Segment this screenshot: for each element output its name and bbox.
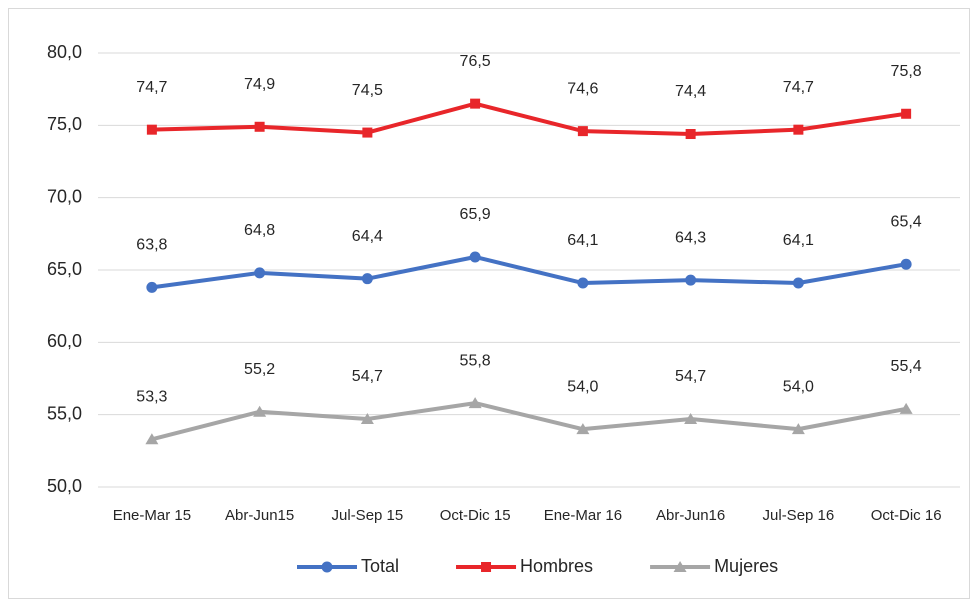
y-tick-label: 60,0 xyxy=(47,331,82,351)
legend-marker xyxy=(673,561,687,572)
data-point xyxy=(685,274,697,286)
legend-marker xyxy=(321,561,333,573)
series-line xyxy=(151,254,907,290)
data-label: 63,8 xyxy=(136,237,167,254)
data-point xyxy=(576,423,590,435)
data-point xyxy=(469,251,481,263)
data-point xyxy=(254,267,266,279)
data-point xyxy=(253,405,267,417)
data-label: 74,5 xyxy=(352,82,383,99)
data-label: 55,4 xyxy=(891,358,922,375)
data-label: 65,4 xyxy=(891,213,922,230)
legend-label: Mujeres xyxy=(714,556,778,576)
data-label: 53,3 xyxy=(136,388,167,405)
x-tick-label: Oct-Dic 15 xyxy=(440,507,511,524)
data-label: 55,2 xyxy=(244,361,275,378)
data-label: 64,4 xyxy=(352,228,383,245)
data-label: 74,6 xyxy=(567,80,598,97)
data-label: 54,0 xyxy=(567,378,598,395)
x-tick-label: Jul-Sep 15 xyxy=(332,507,404,524)
data-point xyxy=(684,413,698,425)
data-point xyxy=(577,126,588,137)
data-point xyxy=(360,413,374,425)
data-label: 54,7 xyxy=(352,368,383,385)
data-point xyxy=(146,124,157,135)
data-label: 54,7 xyxy=(675,368,706,385)
data-point xyxy=(470,98,481,109)
legend-marker xyxy=(481,562,492,572)
x-tick-label: Ene-Mar 15 xyxy=(113,507,191,524)
x-tick-label: Jul-Sep 16 xyxy=(763,507,835,524)
data-point xyxy=(468,397,482,409)
data-point xyxy=(577,277,589,289)
data-label: 64,1 xyxy=(567,232,598,249)
y-tick-label: 70,0 xyxy=(47,186,82,206)
data-point xyxy=(901,108,912,119)
legend-label: Hombres xyxy=(520,556,593,576)
x-tick-label: Abr-Jun15 xyxy=(225,507,294,524)
data-point xyxy=(145,433,159,445)
data-label: 55,8 xyxy=(460,352,491,369)
data-point xyxy=(792,277,804,289)
x-tick-label: Oct-Dic 16 xyxy=(871,507,942,524)
data-label: 74,7 xyxy=(783,79,814,96)
x-tick-label: Abr-Jun16 xyxy=(656,507,725,524)
data-label: 54,0 xyxy=(783,378,814,395)
y-tick-label: 75,0 xyxy=(47,114,82,134)
x-tick-label: Ene-Mar 16 xyxy=(544,507,622,524)
data-point xyxy=(362,127,373,138)
y-tick-label: 65,0 xyxy=(47,259,82,279)
data-point xyxy=(254,121,265,132)
data-label: 76,5 xyxy=(460,53,491,70)
data-point xyxy=(791,423,805,435)
data-label: 74,4 xyxy=(675,83,706,100)
data-label: 64,1 xyxy=(783,232,814,249)
data-point xyxy=(361,273,373,285)
series-line xyxy=(151,101,907,137)
legend-label: Total xyxy=(361,556,399,576)
data-label: 74,9 xyxy=(244,76,275,93)
data-label: 74,7 xyxy=(136,79,167,96)
y-tick-label: 80,0 xyxy=(47,42,82,62)
data-point xyxy=(899,402,913,414)
data-point xyxy=(146,281,158,293)
data-label: 64,8 xyxy=(244,222,275,239)
data-label: 75,8 xyxy=(891,63,922,80)
data-point xyxy=(900,258,912,270)
data-point xyxy=(685,129,696,140)
data-label: 65,9 xyxy=(460,206,491,223)
series-line xyxy=(151,401,907,442)
y-tick-label: 55,0 xyxy=(47,403,82,423)
y-tick-label: 50,0 xyxy=(47,476,82,496)
data-point xyxy=(793,124,804,135)
data-label: 64,3 xyxy=(675,229,706,246)
